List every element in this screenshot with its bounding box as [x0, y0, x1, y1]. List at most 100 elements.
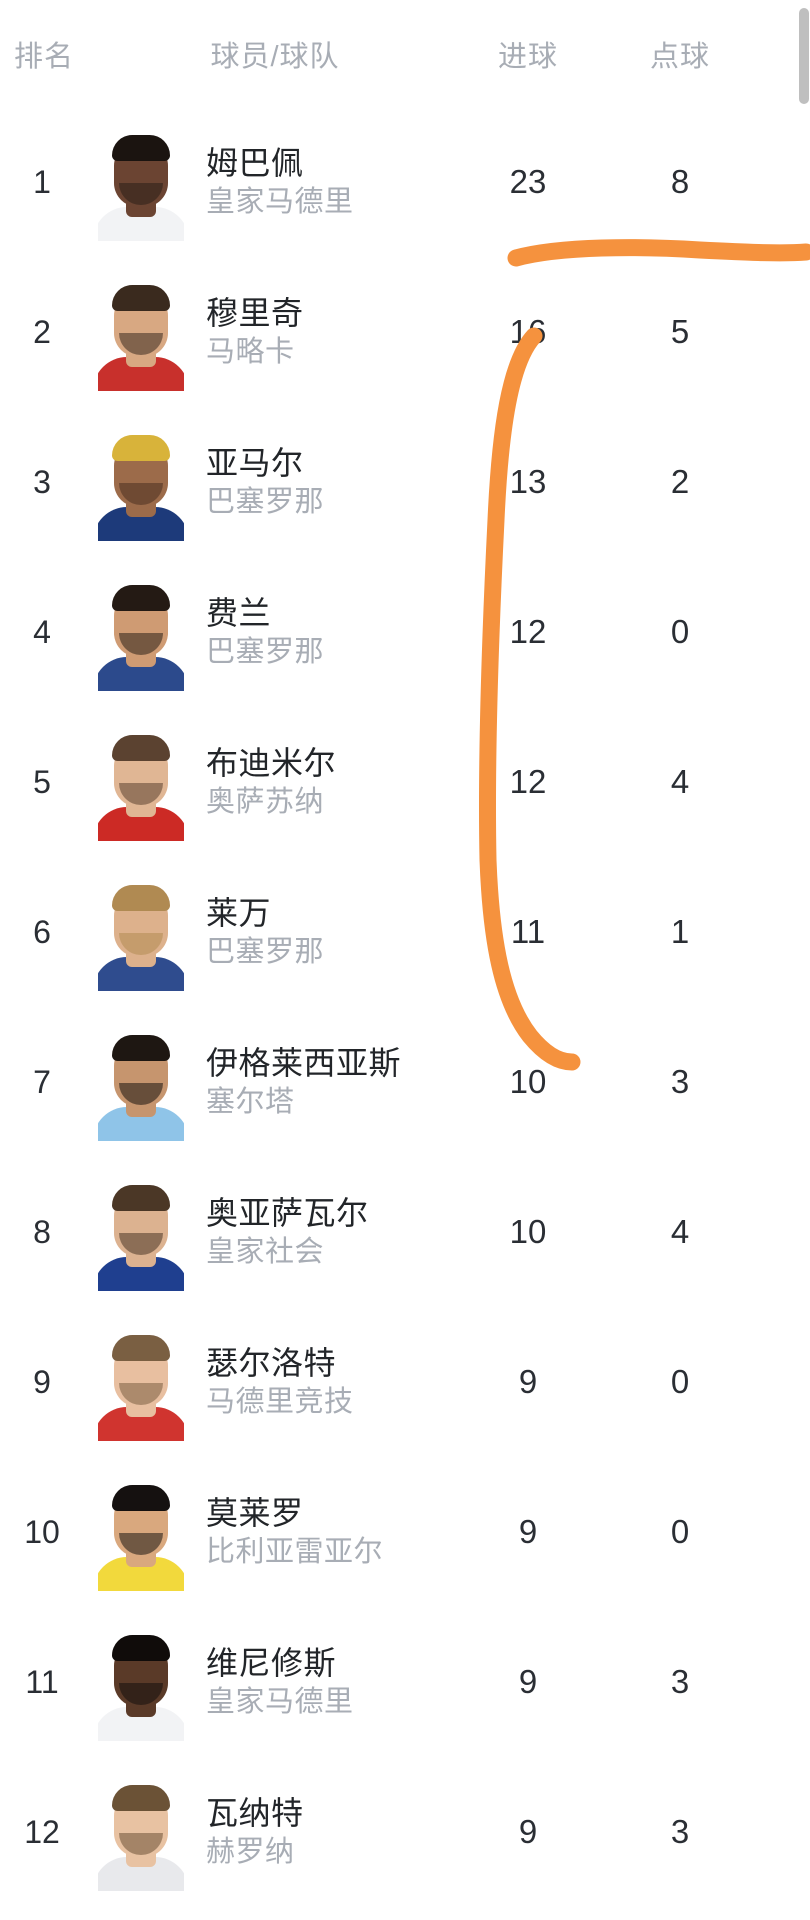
player-text-block: 费兰 巴塞罗那 — [206, 593, 324, 671]
player-text-block: 奥亚萨瓦尔 皇家社会 — [206, 1193, 369, 1271]
cell-player-team: 姆巴佩 皇家马德里 — [84, 107, 452, 257]
cell-player-team: 莫莱罗 比利亚雷亚尔 — [84, 1457, 452, 1607]
player-text-block: 姆巴佩 皇家马德里 — [206, 143, 354, 221]
player-text-block: 亚马尔 巴塞罗那 — [206, 443, 324, 521]
cell-penalties: 4 — [670, 763, 690, 800]
column-header-penalties[interactable]: 点球 — [649, 40, 710, 73]
player-avatar — [98, 723, 184, 841]
cell-rank: 1 — [33, 163, 51, 200]
cell-rank: 2 — [33, 313, 51, 350]
column-header-player-team[interactable]: 球员/球队 — [210, 40, 340, 73]
player-identity: 穆里奇 马略卡 — [98, 273, 452, 391]
cell-goals: 11 — [510, 913, 546, 950]
table-row[interactable]: 5 布迪米尔 奥萨苏纳 12 4 — [0, 707, 810, 857]
player-name: 莫莱罗 — [206, 1494, 304, 1531]
cell-player-team: 奥亚萨瓦尔 皇家社会 — [84, 1157, 452, 1307]
table-body: 1 姆巴佩 皇家马德里 23 8 2 穆里奇 马略卡 16 5 3 亚马尔 巴塞罗那 13 2 4 费兰 巴塞罗那… — [0, 107, 810, 1907]
player-identity: 姆巴佩 皇家马德里 — [98, 123, 452, 241]
table-row[interactable]: 10 莫莱罗比利亚雷亚尔 9 0 — [0, 1457, 810, 1607]
player-avatar — [98, 1623, 184, 1741]
player-text-block: 瓦纳特 赫罗纳 — [206, 1793, 304, 1871]
cell-goals: 10 — [509, 1213, 547, 1250]
player-team: 赫罗纳 — [206, 1835, 295, 1868]
cell-penalties: 3 — [670, 1063, 690, 1100]
cell-rank: 8 — [33, 1213, 51, 1250]
vertical-scrollbar-thumb[interactable] — [799, 8, 809, 104]
player-name: 瓦纳特 — [206, 1794, 304, 1831]
player-name: 姆巴佩 — [206, 144, 304, 181]
cell-rank: 10 — [24, 1513, 60, 1550]
player-team: 奥萨苏纳 — [206, 785, 325, 818]
player-identity: 亚马尔 巴塞罗那 — [98, 423, 452, 541]
player-team: 巴塞罗那 — [206, 635, 325, 668]
player-name: 奥亚萨瓦尔 — [206, 1194, 369, 1231]
player-name: 伊格莱西亚斯 — [206, 1044, 402, 1081]
table-row[interactable]: 12 瓦纳特 赫罗纳 9 3 — [0, 1757, 810, 1907]
player-avatar — [98, 1773, 184, 1891]
table-row[interactable]: 4 费兰 巴塞罗那 12 0 — [0, 557, 810, 707]
column-header-goals[interactable]: 进球 — [497, 40, 558, 73]
cell-goals: 12 — [509, 763, 547, 800]
table-row[interactable]: 9 瑟尔洛特 马德里竞技 9 0 — [0, 1307, 810, 1457]
player-identity: 莱万 巴塞罗那 — [98, 873, 452, 991]
player-avatar — [98, 1023, 184, 1141]
table-row[interactable]: 6 莱万 巴塞罗那 11 1 — [0, 857, 810, 1007]
player-team: 皇家社会 — [206, 1235, 325, 1268]
player-name: 莱万 — [206, 894, 272, 931]
cell-rank: 3 — [33, 463, 51, 500]
cell-goals: 16 — [509, 313, 547, 350]
player-team: 马德里竞技 — [206, 1385, 354, 1418]
player-name: 费兰 — [206, 594, 272, 631]
table-row[interactable]: 7 伊格莱西亚斯 塞尔塔 10 3 — [0, 1007, 810, 1157]
player-text-block: 维尼修斯 皇家马德里 — [206, 1643, 354, 1721]
player-identity: 费兰 巴塞罗那 — [98, 573, 452, 691]
table-row[interactable]: 11 维尼修斯 皇家马德里 9 3 — [0, 1607, 810, 1757]
player-text-block: 穆里奇 马略卡 — [206, 293, 304, 371]
player-name: 布迪米尔 — [206, 744, 337, 781]
cell-penalties: 0 — [670, 1513, 690, 1550]
cell-goals: 10 — [509, 1063, 547, 1100]
cell-player-team: 亚马尔 巴塞罗那 — [84, 407, 452, 557]
player-team: 巴塞罗那 — [206, 935, 325, 968]
player-avatar — [98, 1173, 184, 1291]
player-avatar — [98, 273, 184, 391]
player-team: 皇家马德里 — [206, 1685, 354, 1718]
cell-goals: 9 — [518, 1513, 538, 1550]
player-text-block: 莱万 巴塞罗那 — [206, 893, 324, 971]
player-text-block: 布迪米尔 奥萨苏纳 — [206, 743, 336, 821]
player-text-block: 伊格莱西亚斯 塞尔塔 — [206, 1043, 401, 1121]
cell-player-team: 布迪米尔 奥萨苏纳 — [84, 707, 452, 857]
table-row[interactable]: 2 穆里奇马略卡 16 5 — [0, 257, 810, 407]
table-header-row: 排名 球员/球队 进球 点球 — [0, 0, 810, 107]
vertical-scrollbar-track[interactable] — [798, 0, 810, 1920]
table-row[interactable]: 1 姆巴佩 皇家马德里 23 8 — [0, 107, 810, 257]
player-name: 穆里奇 — [206, 294, 304, 331]
cell-penalties: 0 — [670, 613, 690, 650]
cell-penalties: 1 — [670, 913, 690, 950]
table-row[interactable]: 8 奥亚萨瓦尔皇家社会 10 4 — [0, 1157, 810, 1307]
cell-rank: 4 — [33, 613, 51, 650]
player-team: 巴塞罗那 — [206, 485, 325, 518]
player-identity: 伊格莱西亚斯 塞尔塔 — [98, 1023, 452, 1141]
cell-rank: 12 — [24, 1813, 60, 1850]
column-header-rank[interactable]: 排名 — [13, 40, 74, 73]
cell-penalties: 3 — [670, 1813, 690, 1850]
cell-player-team: 瓦纳特 赫罗纳 — [84, 1757, 452, 1907]
player-team: 比利亚雷亚尔 — [206, 1535, 384, 1568]
cell-penalties: 3 — [670, 1663, 690, 1700]
player-identity: 瑟尔洛特 马德里竞技 — [98, 1323, 452, 1441]
cell-penalties: 4 — [670, 1213, 690, 1250]
cell-goals: 13 — [509, 463, 547, 500]
cell-player-team: 穆里奇 马略卡 — [84, 257, 452, 407]
table-row[interactable]: 3 亚马尔 巴塞罗那 13 2 — [0, 407, 810, 557]
cell-player-team: 维尼修斯 皇家马德里 — [84, 1607, 452, 1757]
cell-goals: 9 — [518, 1663, 538, 1700]
player-identity: 布迪米尔 奥萨苏纳 — [98, 723, 452, 841]
cell-penalties: 5 — [670, 313, 690, 350]
player-team: 马略卡 — [206, 335, 295, 368]
cell-player-team: 伊格莱西亚斯 塞尔塔 — [84, 1007, 452, 1157]
cell-rank: 7 — [33, 1063, 51, 1100]
player-avatar — [98, 423, 184, 541]
cell-penalties: 2 — [670, 463, 690, 500]
